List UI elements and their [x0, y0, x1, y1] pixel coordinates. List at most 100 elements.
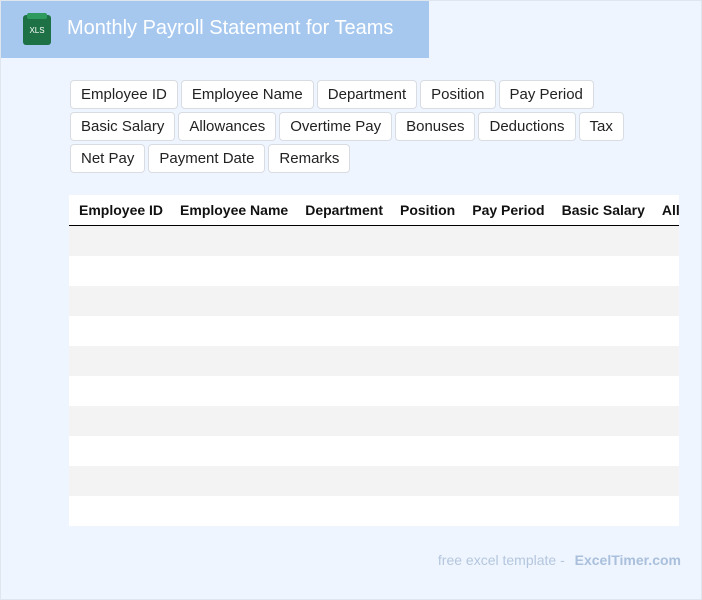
table-cell: [69, 316, 170, 346]
table-cell: [462, 376, 551, 406]
table-row: [69, 225, 679, 256]
table-cell: [69, 286, 171, 316]
table-cell: [295, 256, 390, 286]
field-tag[interactable]: Payment Date: [148, 144, 266, 173]
table-cell: [295, 346, 390, 376]
table-cell: [295, 466, 390, 496]
table-cell: [651, 406, 679, 436]
table-cell: [462, 406, 552, 436]
table-cell: [390, 436, 462, 466]
table-cell: [462, 286, 552, 316]
table-cell: [462, 225, 552, 256]
field-tag[interactable]: Bonuses: [395, 112, 476, 141]
table-cell: [652, 316, 679, 346]
table-row: [69, 346, 679, 376]
footer-brand[interactable]: ExcelTimer.com: [574, 552, 681, 568]
table-cell: [552, 436, 652, 466]
table-cell: [552, 376, 652, 406]
table-cell: [652, 436, 679, 466]
field-tag[interactable]: Remarks: [268, 144, 351, 173]
field-tag[interactable]: Department: [316, 80, 418, 109]
payroll-table: Employee ID Employee Name Department Positi…: [69, 195, 679, 526]
table-cell: [390, 316, 462, 346]
table-cell: [651, 225, 679, 256]
table-cell: [170, 466, 296, 496]
table-cell: [295, 286, 390, 316]
table-cell: [69, 346, 171, 376]
table-row: [69, 436, 679, 466]
field-tag[interactable]: Basic Salary: [70, 112, 176, 141]
field-tag[interactable]: Net Pay: [70, 144, 146, 173]
table-cell: [295, 225, 390, 256]
table-cell: [652, 256, 679, 286]
table-cell: [170, 406, 296, 436]
table-cell: [170, 286, 296, 316]
table-cell: [651, 286, 679, 316]
table-cell: [462, 436, 551, 466]
table-cell: [295, 496, 390, 526]
table-cell: [390, 346, 463, 376]
field-tag[interactable]: Deductions: [478, 112, 576, 141]
table-cell: [552, 316, 652, 346]
table-cell: [462, 496, 551, 526]
table-container: Employee ID Employee Name Department Positi…: [69, 195, 679, 526]
field-list: Employee ID Employee Name Department Positi…: [70, 80, 695, 173]
table-cell: [69, 406, 171, 436]
table-cell: [170, 376, 295, 406]
table-row: [69, 316, 679, 346]
table-cell: [390, 466, 463, 496]
table-cell: [462, 316, 551, 346]
table-cell: [462, 346, 552, 376]
column-header: Pay Period: [462, 195, 552, 226]
table-cell: [552, 496, 652, 526]
column-header: Department: [295, 195, 390, 226]
table-cell: [170, 256, 295, 286]
table-cell: [462, 466, 552, 496]
table-cell: [170, 496, 295, 526]
table-cell: [69, 225, 171, 256]
header-row: Employee ID Employee Name Department Positi…: [69, 195, 679, 226]
table-cell: [390, 225, 463, 256]
table-cell: [390, 496, 462, 526]
table-cell: [552, 256, 652, 286]
table-row: [69, 286, 679, 316]
field-tag[interactable]: Position: [420, 80, 496, 109]
table-row: [69, 406, 679, 436]
field-tag[interactable]: Overtime Pay: [279, 112, 393, 141]
table-cell: [170, 436, 295, 466]
table-cell: [295, 376, 390, 406]
table-cell: [551, 346, 652, 376]
table-row: [69, 256, 679, 286]
column-header: Allowances: [651, 195, 679, 226]
footer-text: free excel template -: [437, 552, 569, 568]
table-body: [69, 225, 679, 527]
table-cell: [69, 436, 170, 466]
table-row: [69, 466, 679, 496]
field-tag[interactable]: Allowances: [178, 112, 277, 141]
title: Monthly Payroll Statement for Teams: [67, 17, 394, 39]
field-tag[interactable]: Tax: [578, 112, 624, 141]
column-header: Basic Salary: [551, 195, 652, 226]
table-cell: [390, 406, 463, 436]
field-tag[interactable]: Employee Name: [180, 80, 314, 109]
table-cell: [651, 346, 679, 376]
field-tag[interactable]: Employee ID: [70, 80, 178, 109]
file-icon: XLS: [23, 13, 51, 45]
table-cell: [295, 436, 390, 466]
table-cell: [390, 376, 462, 406]
table-cell: [651, 466, 679, 496]
table-cell: [390, 256, 462, 286]
table-cell: [462, 256, 551, 286]
table-row: [69, 496, 679, 526]
footer: free excel template - ExcelTimer.com: [438, 552, 681, 568]
table-cell: [170, 346, 296, 376]
table-cell: [170, 225, 296, 256]
table-cell: [69, 496, 170, 526]
table-cell: [295, 316, 390, 346]
table-cell: [69, 256, 170, 286]
table-cell: [69, 376, 170, 406]
table-cell: [390, 286, 463, 316]
field-tag[interactable]: Pay Period: [498, 80, 594, 109]
header: XLS Monthly Payroll Statement for Teams: [1, 1, 429, 58]
